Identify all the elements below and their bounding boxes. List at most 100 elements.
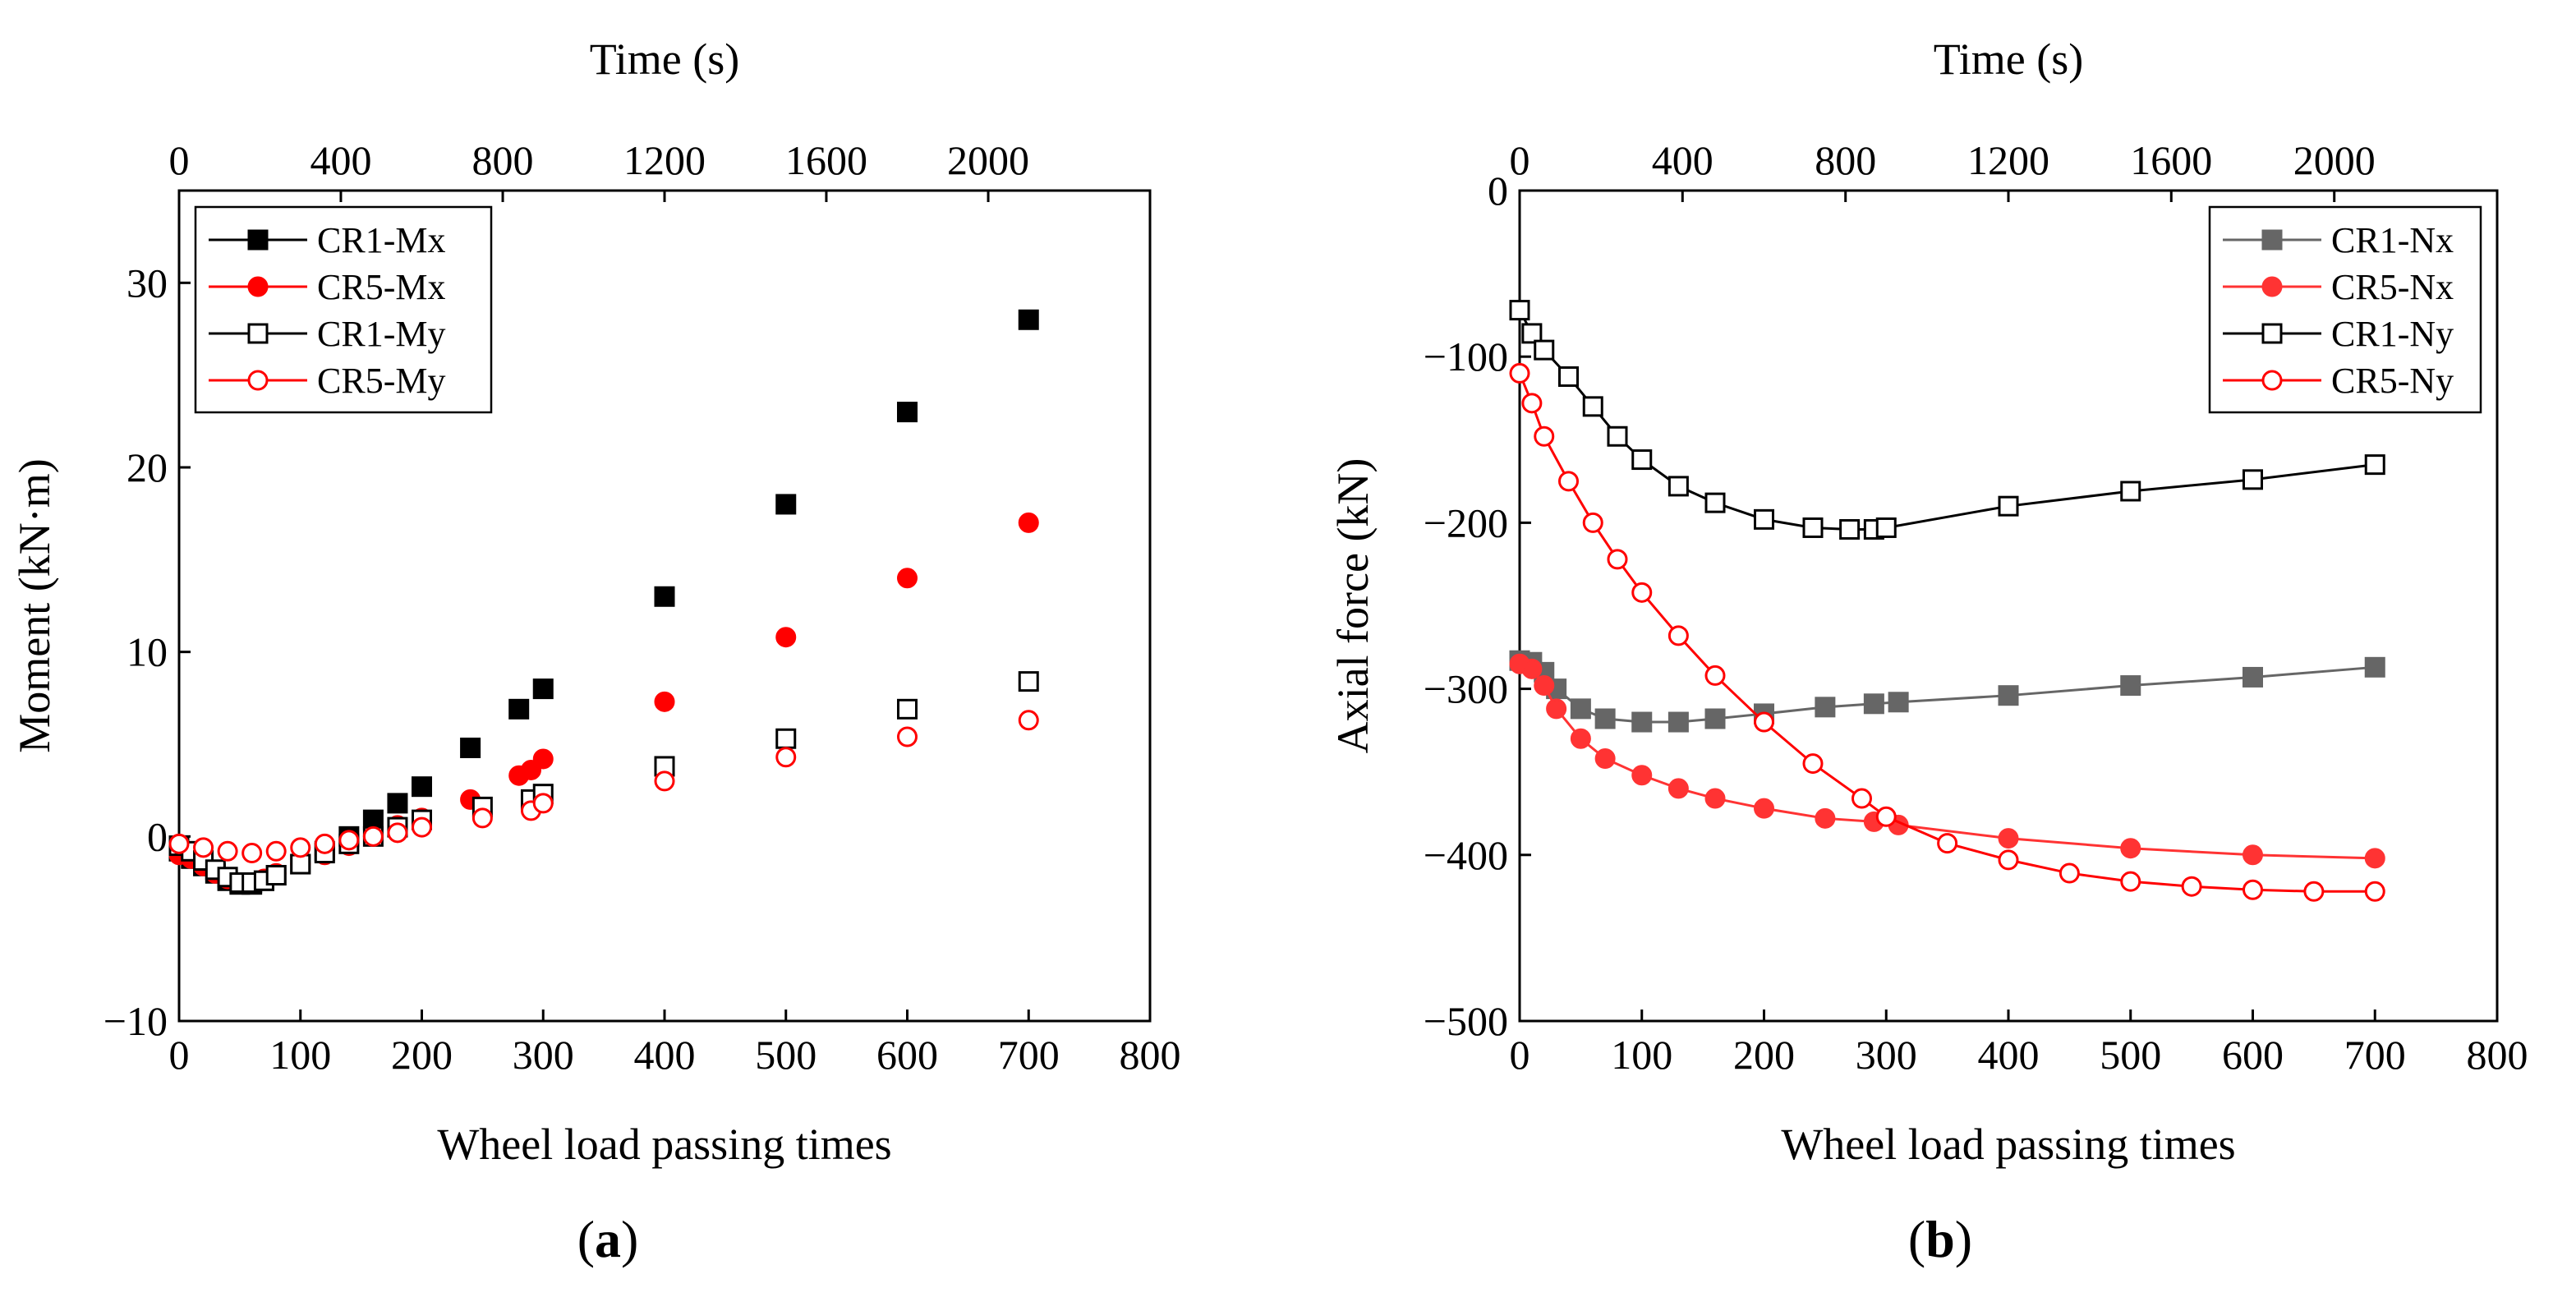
data-point: [775, 728, 797, 749]
data-point: [1754, 798, 1774, 819]
y-tick-label: 0: [1488, 168, 1508, 214]
legend-label: CR5-Nx: [2331, 267, 2454, 307]
data-point: [1815, 807, 1836, 829]
data-point: [1558, 471, 1579, 492]
data-point: [338, 830, 360, 851]
data-point: [1704, 665, 1726, 686]
data-point: [2181, 876, 2202, 897]
data-point: [1631, 765, 1653, 786]
data-point: [2364, 881, 2385, 902]
legend-marker: [247, 370, 269, 391]
top-x-tick-label: 400: [1652, 137, 1714, 183]
data-point: [412, 816, 432, 838]
data-point: [290, 853, 311, 875]
data-point: [1018, 512, 1039, 533]
data-point: [2364, 656, 2385, 678]
data-point: [1607, 549, 1628, 570]
data-point: [193, 837, 214, 858]
series-cr5-nx: [1509, 653, 2385, 869]
series-cr1-ny: [1509, 300, 2385, 540]
y-tick-label: 20: [126, 444, 168, 490]
data-point: [387, 822, 408, 844]
legend-item: CR5-Mx: [209, 267, 445, 307]
data-point: [362, 809, 384, 830]
data-point: [2120, 871, 2141, 892]
data-point: [1521, 393, 1543, 414]
y-tick-label: −500: [1424, 998, 1508, 1044]
data-point: [1582, 512, 1603, 533]
series-line: [1519, 662, 2376, 860]
data-point: [1754, 508, 1774, 530]
y-tick-label: −200: [1424, 499, 1508, 545]
legend-item: CR5-Ny: [2223, 361, 2454, 401]
data-point: [1570, 698, 1591, 720]
top-x-tick-label: 1200: [1967, 137, 2049, 183]
legend-item: CR5-Nx: [2223, 267, 2454, 307]
panel-label: (b): [1908, 1210, 1972, 1268]
data-point: [1668, 625, 1689, 646]
top-x-tick-label: 0: [169, 137, 190, 183]
top-x-tick-label: 800: [472, 137, 534, 183]
data-point: [1631, 711, 1653, 733]
data-point: [654, 770, 675, 792]
panel-b-axial-force-chart: 0 100 200 300 400 500 600 700 800 −500 −400 −300 −20…: [1328, 34, 2528, 1268]
top-x-tick-label: 0: [1510, 137, 1530, 183]
data-point: [1521, 658, 1543, 679]
data-point: [1018, 671, 1039, 692]
data-point: [654, 586, 675, 607]
panel-label-close: ): [621, 1210, 638, 1268]
legend: CR1-Nx CR5-Nx CR1-Ny CR5-Ny: [2208, 205, 2482, 414]
data-point: [387, 793, 408, 814]
top-x-tick-label: 1600: [2130, 137, 2212, 183]
data-point: [1875, 806, 1897, 827]
x-tick-label: 300: [513, 1032, 574, 1078]
data-point: [1668, 778, 1689, 799]
panel-label-close: ): [1955, 1210, 1972, 1268]
y-tick-label: −300: [1424, 666, 1508, 712]
x-tick-label: 100: [269, 1032, 331, 1078]
x-tick-label: 800: [1120, 1032, 1181, 1078]
data-point: [1546, 698, 1567, 720]
y-tick-label: 0: [147, 813, 168, 859]
y-axis-title: Axial force (kN): [1328, 458, 1378, 754]
data-point: [1852, 788, 1872, 809]
data-point: [242, 843, 263, 864]
legend-item: CR1-Nx: [2223, 220, 2454, 260]
data-point: [2364, 454, 2385, 476]
legend-marker: [2261, 229, 2283, 251]
data-point: [1558, 366, 1579, 387]
legend-marker: [2261, 276, 2283, 297]
series-cr1-my: [168, 671, 1039, 893]
data-point: [412, 776, 432, 798]
data-point: [532, 748, 554, 770]
data-point: [362, 826, 384, 847]
data-point: [1668, 476, 1689, 497]
data-point: [2242, 844, 2263, 866]
data-point: [1839, 518, 1861, 540]
top-x-tick-label: 400: [310, 137, 371, 183]
legend-frame: [2208, 205, 2482, 414]
data-point: [1998, 495, 2019, 517]
series-cr1-nx: [1509, 650, 2385, 733]
panel-label: (a): [577, 1210, 639, 1268]
data-point: [2242, 666, 2263, 688]
legend-item: CR1-My: [209, 314, 445, 354]
data-point: [897, 726, 918, 747]
top-x-tick-label: 2000: [2293, 137, 2376, 183]
legend-label: CR5-Mx: [317, 267, 445, 307]
data-point: [1534, 675, 1555, 697]
data-point: [1704, 788, 1726, 809]
x-tick-label: 600: [2222, 1032, 2284, 1078]
data-point: [1888, 692, 1909, 713]
series-cr5-ny: [1509, 362, 2385, 902]
data-point: [1802, 753, 1824, 775]
data-point: [1521, 323, 1543, 344]
data-point: [1704, 708, 1726, 729]
top-x-tick-label: 800: [1815, 137, 1876, 183]
data-point: [2120, 838, 2141, 859]
legend-frame: [194, 205, 493, 414]
data-point: [265, 865, 287, 886]
data-point: [1998, 828, 2019, 849]
